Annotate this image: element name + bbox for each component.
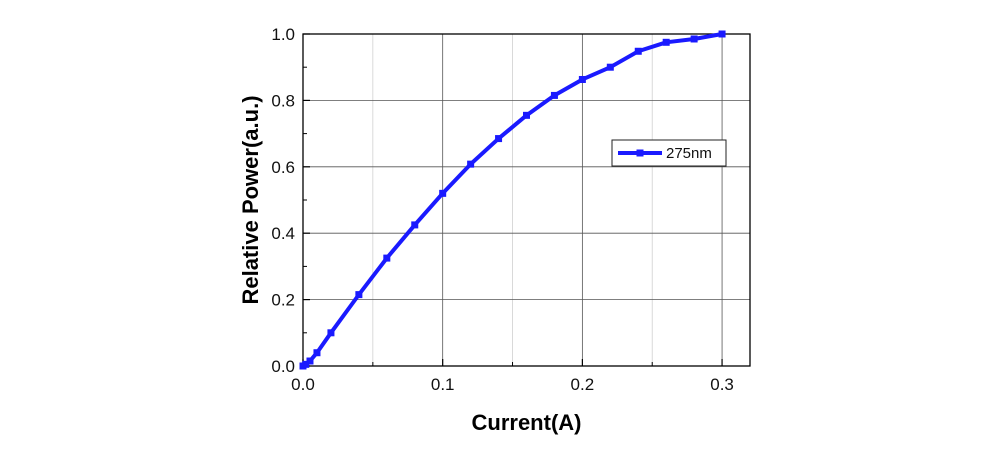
data-point [302, 360, 310, 368]
legend: 275nm [611, 139, 727, 167]
y-tick-label: 0.0 [271, 357, 295, 376]
series-layer [299, 30, 726, 370]
y-tick-label: 1.0 [271, 25, 295, 44]
x-tick-label: 0.0 [291, 375, 315, 394]
legend-marker [636, 149, 644, 157]
data-point [606, 63, 614, 71]
axis-ticks: 0.0 0.1 0.2 0.3 0.0 0.2 0.4 0.6 0.8 1.0 [271, 25, 734, 394]
data-point [355, 291, 363, 299]
data-point [495, 135, 503, 143]
data-point [523, 111, 530, 119]
data-point [578, 75, 586, 83]
data-point [327, 329, 335, 337]
data-point [662, 38, 670, 46]
data-point [411, 221, 419, 229]
x-tick-label: 0.1 [431, 375, 455, 394]
data-point [690, 35, 698, 43]
data-point [467, 160, 475, 168]
y-tick-label: 0.2 [271, 291, 295, 310]
y-axis-title: Relative Power(a.u.) [238, 95, 263, 304]
legend-label-275nm: 275nm [666, 145, 712, 162]
y-tick-label: 0.6 [271, 158, 295, 177]
legend-box [611, 139, 727, 167]
data-point [718, 30, 726, 38]
x-tick-label: 0.2 [571, 375, 595, 394]
y-tick-label: 0.4 [271, 224, 295, 243]
data-point [550, 91, 558, 99]
y-tick-label: 0.8 [271, 91, 295, 110]
x-tick-label: 0.3 [710, 375, 734, 394]
plot-frame [302, 33, 751, 367]
data-point [634, 47, 642, 55]
data-point [313, 349, 321, 357]
data-point [383, 254, 391, 262]
data-point [439, 189, 447, 197]
x-axis-title: Current(A) [472, 410, 582, 435]
data-point [306, 357, 314, 365]
grid-lines [303, 34, 750, 366]
